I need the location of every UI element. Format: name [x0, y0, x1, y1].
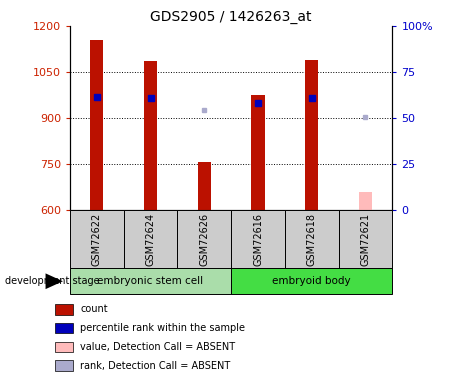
Bar [124, 210, 177, 268]
Bar [55, 342, 73, 352]
Bar [70, 268, 231, 294]
Bar [55, 323, 73, 333]
Text: count: count [80, 304, 108, 314]
Bar [198, 162, 211, 210]
Bar [231, 210, 285, 268]
Title: GDS2905 / 1426263_at: GDS2905 / 1426263_at [150, 10, 312, 24]
Bar [144, 62, 157, 210]
Text: percentile rank within the sample: percentile rank within the sample [80, 323, 245, 333]
Text: GSM72618: GSM72618 [307, 213, 317, 266]
Text: rank, Detection Call = ABSENT: rank, Detection Call = ABSENT [80, 361, 230, 370]
Bar [305, 60, 318, 210]
Bar [251, 95, 265, 210]
Text: embryoid body: embryoid body [272, 276, 351, 286]
Bar [359, 192, 372, 210]
Text: value, Detection Call = ABSENT: value, Detection Call = ABSENT [80, 342, 235, 352]
Text: GSM72624: GSM72624 [146, 213, 156, 266]
Bar [285, 210, 339, 268]
Text: development stage: development stage [5, 276, 99, 286]
Text: GSM72621: GSM72621 [360, 213, 371, 266]
Polygon shape [46, 273, 63, 289]
Bar [90, 40, 103, 210]
Bar [339, 210, 392, 268]
Bar [177, 210, 231, 268]
Text: embryonic stem cell: embryonic stem cell [97, 276, 203, 286]
Text: GSM72622: GSM72622 [92, 213, 102, 266]
Text: GSM72626: GSM72626 [199, 213, 209, 266]
Bar [55, 304, 73, 315]
Text: GSM72616: GSM72616 [253, 213, 263, 266]
Bar [70, 210, 124, 268]
Bar [231, 268, 392, 294]
Bar [55, 360, 73, 371]
